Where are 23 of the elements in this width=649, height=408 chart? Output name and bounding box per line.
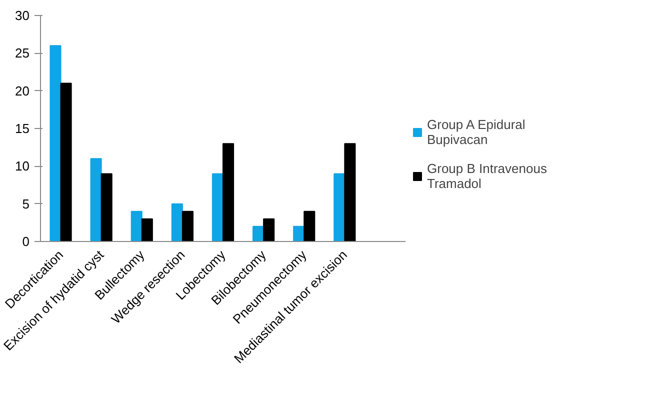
legend-label: Group A Epidural Bupivacan	[427, 117, 526, 147]
y-tick-label: 5	[22, 196, 30, 212]
y-tick-label: 30	[15, 8, 30, 23]
bar	[334, 173, 346, 242]
y-tick-label: 0	[22, 234, 30, 249]
bar	[222, 143, 234, 242]
bar	[60, 82, 72, 242]
bar	[90, 158, 102, 242]
bar	[263, 218, 275, 242]
bar	[212, 173, 224, 242]
bar	[344, 143, 356, 242]
bar	[50, 45, 62, 242]
bar	[141, 218, 153, 242]
legend-label: Group B Intravenous Tramadol	[427, 161, 547, 191]
bar	[171, 203, 183, 242]
bar	[304, 210, 316, 242]
y-tick-label: 25	[15, 46, 30, 61]
y-tick-label: 20	[15, 83, 30, 98]
bar	[100, 173, 112, 242]
y-tick-label: 10	[15, 158, 30, 174]
y-tick-label: 15	[15, 121, 30, 136]
bar	[130, 210, 142, 242]
bar	[182, 210, 194, 242]
